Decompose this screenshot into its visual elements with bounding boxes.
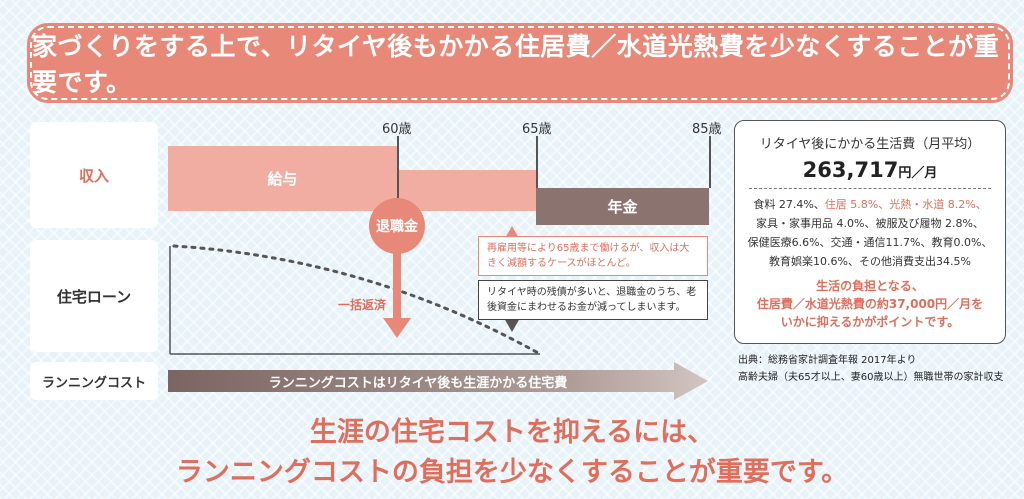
running-cost-arrow: ランニングコストはリタイヤ後も生涯かかる住宅費: [168, 362, 708, 400]
living-cost-value: 263,717: [802, 158, 899, 182]
headline-text: 家づくりをする上で、リタイヤ後もかかる住居費／水道光熱費を少なくすることが重要で…: [32, 32, 1000, 97]
pension-label: 年金: [607, 198, 638, 216]
timeline-chart: 60歳 65歳 85歳 給与 年金 退職金 一括返済: [168, 118, 724, 358]
living-cost-panel: リタイヤ後にかかる生活費（月平均） 263,717円／月 食料 27.4%、住居…: [734, 120, 1006, 344]
breakdown-line-1: 食料 27.4%、住居 5.8%、光熱・水道 8.2%、: [735, 195, 1005, 214]
retirement-bonus-circle: [369, 198, 425, 254]
conclusion-line-2: ランニングコストの負担を少なくすることが重要です。: [175, 457, 849, 488]
living-cost-amount: 263,717円／月: [735, 158, 1005, 182]
panel-note-line-1: 生活の負担となる、: [816, 279, 924, 293]
retirement-bonus-label: 退職金: [376, 218, 419, 235]
reduced-salary-bar: [397, 170, 536, 211]
row-label-running-cost: ランニングコスト: [30, 362, 158, 400]
living-cost-unit: 円／月: [898, 166, 938, 181]
age-60-label: 60歳: [382, 122, 412, 137]
age-85-label: 85歳: [692, 122, 722, 137]
source-line-2: 高齢夫婦（夫65才以上、妻60歳以上）無職世帯の家計収支: [738, 372, 1004, 383]
breakdown-line-2: 家具・家事用品 4.0%、被服及び履物 2.8%、: [756, 217, 984, 230]
panel-divider: [749, 188, 991, 189]
source-line-1: 出典：総務省家計調査年報 2017年より: [738, 355, 917, 366]
loan-diagram: 退職金 一括返済: [169, 198, 542, 356]
living-cost-title: リタイヤ後にかかる生活費（月平均）: [759, 137, 981, 152]
breakdown-line-4: 教育娯楽10.6%、その他消費支出34.5%: [769, 255, 971, 268]
breakdown-housing-utilities: 住居 5.8%、光熱・水道 8.2%、: [824, 198, 987, 211]
lump-sum-label: 一括返済: [338, 297, 387, 312]
pension-bar: 年金: [536, 188, 709, 225]
row-label-income: 収入: [30, 122, 158, 228]
breakdown-food: 食料 27.4%、: [753, 198, 825, 211]
loan-balance-curve: [172, 244, 542, 356]
breakdown-line-3: 保健医療6.6%、交通・通信11.7%、教育0.0%、: [747, 236, 993, 249]
conclusion-line-1: 生涯の住宅コストを抑えるには、: [309, 417, 715, 448]
panel-note: 生活の負担となる、 住居費／水道光熱費の約37,000円／月を いかに抑えるかが…: [735, 277, 1005, 331]
dark-callout-pointer: [504, 318, 520, 332]
panel-note-line-3: いかに抑えるかがポイントです。: [780, 315, 960, 329]
headline-banner: 家づくりをする上で、リタイヤ後もかかる住居費／水道光熱費を少なくすることが重要で…: [27, 23, 1013, 103]
salary-bar: 給与: [168, 146, 397, 211]
age-60-line: [397, 136, 399, 198]
age-65-line: [536, 136, 538, 188]
lump-sum-arrow-head: [383, 318, 411, 338]
running-cost-arrow-label: ランニングコストはリタイヤ後も生涯かかる住宅費: [268, 375, 568, 391]
age-85-line: [709, 136, 711, 188]
callout-remaining-debt: リタイヤ時の残債が多いと、退職金のうち、老後資金にまわせるお金が減ってしまいます…: [478, 280, 708, 320]
salary-label: 給与: [267, 170, 298, 188]
source-note: 出典：総務省家計調査年報 2017年より 高齢夫婦（夫65才以上、妻60歳以上）…: [738, 352, 1003, 386]
age-65-label: 65歳: [522, 122, 552, 137]
row-label-loan: 住宅ローン: [30, 240, 158, 352]
callout-reemployment: 再雇用等により65歳まで働けるが、収入は大きく減額するケースがほとんど。: [478, 236, 708, 276]
panel-note-line-2: 住居費／水道光熱費の約37,000円／月を: [756, 297, 984, 311]
